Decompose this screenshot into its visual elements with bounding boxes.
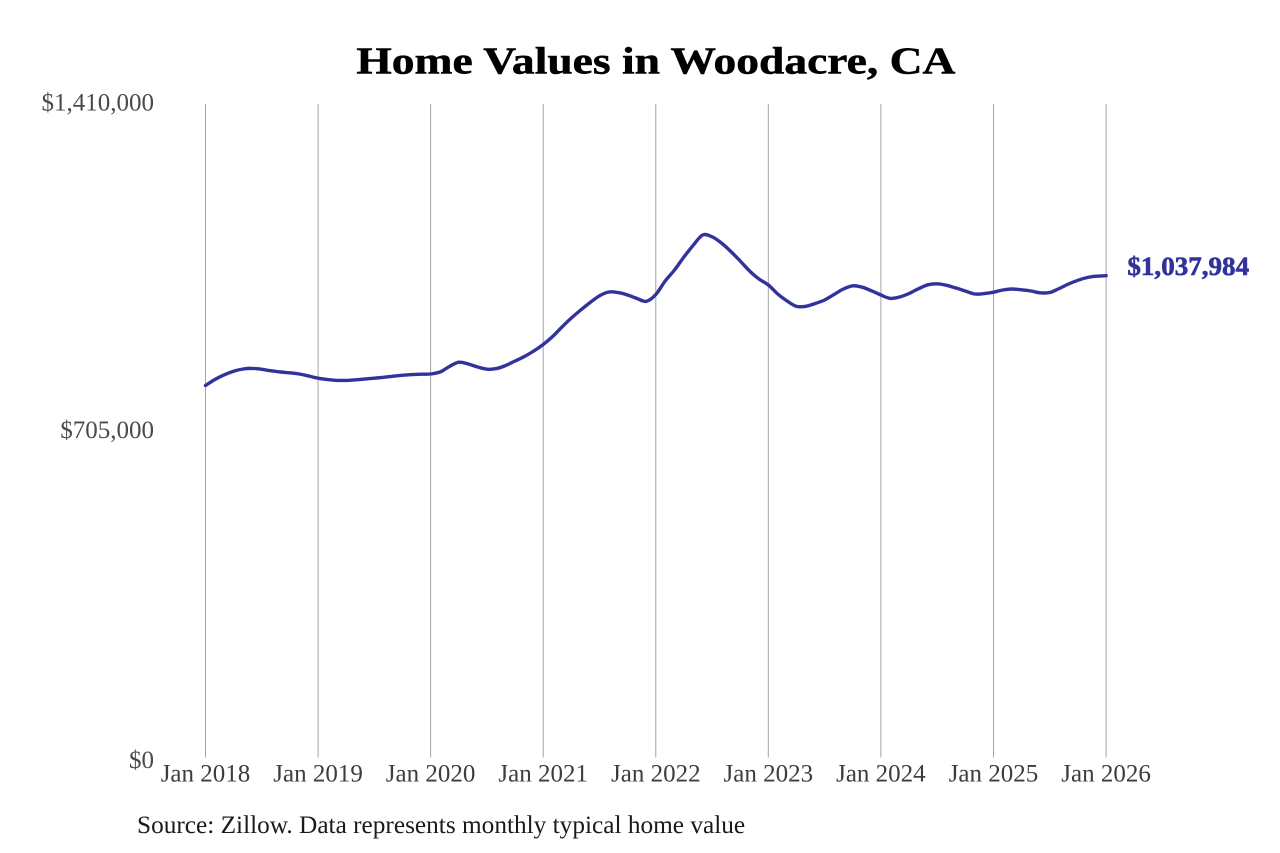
svg-text:Jan 2018: Jan 2018: [161, 761, 251, 788]
svg-text:Jan 2022: Jan 2022: [611, 761, 701, 788]
svg-text:Jan 2021: Jan 2021: [498, 761, 588, 788]
svg-text:Jan 2026: Jan 2026: [1061, 761, 1151, 788]
svg-text:Home Values in Woodacre, CA: Home Values in Woodacre, CA: [356, 40, 956, 82]
svg-text:Source: Zillow. Data represent: Source: Zillow. Data represents monthly …: [137, 811, 745, 839]
svg-text:Jan 2025: Jan 2025: [949, 761, 1039, 788]
svg-text:Jan 2024: Jan 2024: [836, 761, 926, 788]
svg-text:Jan 2023: Jan 2023: [724, 761, 814, 788]
svg-text:$0: $0: [129, 747, 154, 774]
svg-text:$1,037,984: $1,037,984: [1127, 252, 1249, 281]
svg-text:$705,000: $705,000: [60, 417, 154, 444]
svg-text:Jan 2019: Jan 2019: [273, 761, 363, 788]
svg-text:$1,410,000: $1,410,000: [42, 90, 155, 117]
svg-text:Jan 2020: Jan 2020: [386, 761, 476, 788]
